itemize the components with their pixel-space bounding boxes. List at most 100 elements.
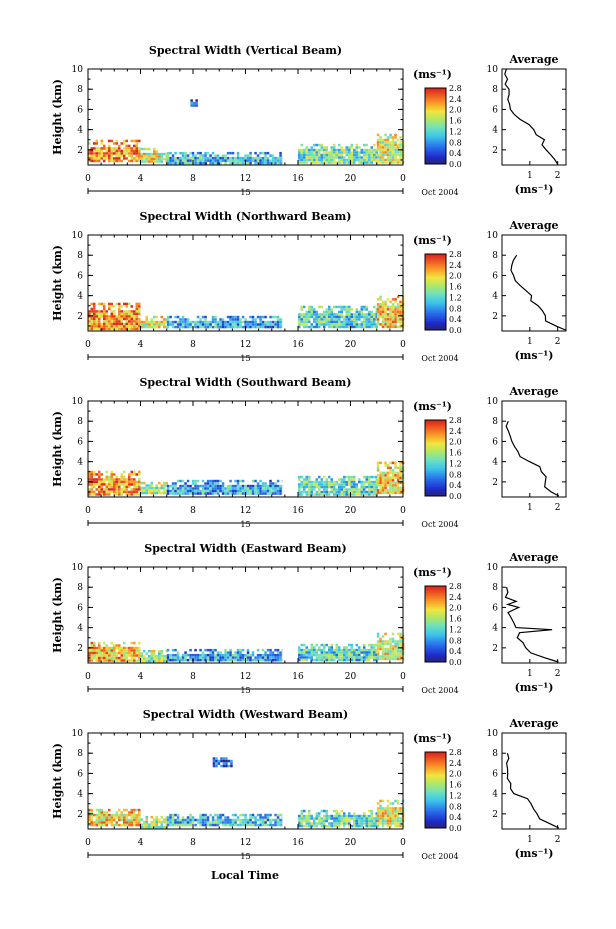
heatmap-cell: [150, 659, 153, 663]
heatmap-cell: [209, 658, 212, 662]
heatmap-cell: [358, 478, 361, 481]
heatmap-cell: [98, 147, 101, 150]
heatmap-cell: [376, 315, 380, 319]
heatmap-cell: [251, 651, 255, 654]
heatmap-cell: [264, 315, 267, 319]
colorbar-segment: [425, 625, 446, 628]
heatmap-cell: [375, 488, 378, 491]
heatmap-cell: [323, 325, 326, 329]
heatmap-cell: [160, 823, 163, 826]
colorbar-segment: [425, 769, 446, 772]
heatmap-cell: [370, 475, 373, 479]
heatmap-cell: [298, 658, 301, 662]
heatmap-cell: [120, 159, 123, 163]
heatmap-cell: [103, 152, 106, 155]
heatmap-cell: [153, 657, 156, 660]
heatmap-cell: [381, 486, 385, 490]
heatmap-cell: [133, 823, 136, 827]
heatmap-cell: [315, 153, 318, 157]
heatmap-cell: [236, 818, 240, 822]
heatmap-cell: [345, 318, 348, 321]
heatmap-cell: [320, 483, 323, 486]
heatmap-cell: [391, 652, 395, 656]
colorbar-segment: [425, 600, 446, 603]
heatmap-cell: [103, 157, 106, 160]
heatmap-cell: [276, 653, 280, 657]
heatmap-cell: [158, 657, 161, 660]
heatmap-cell: [384, 474, 387, 477]
heatmap-cell: [174, 823, 177, 827]
heatmap-cell: [160, 323, 163, 326]
heatmap-cell: [115, 317, 118, 321]
heatmap-cell: [153, 659, 156, 663]
heatmap-cell: [313, 488, 316, 491]
heatmap-cell: [211, 648, 215, 652]
heatmap-cell: [379, 489, 382, 492]
heatmap-cell: [216, 159, 220, 162]
heatmap-cell: [224, 818, 227, 822]
heatmap-cell: [375, 156, 378, 159]
heatmap-cell: [244, 320, 247, 324]
heatmap-cell: [323, 658, 326, 662]
heatmap-cell: [254, 151, 257, 155]
heatmap-cell: [145, 325, 148, 329]
heatmap-cell: [231, 156, 235, 160]
colorbar-segment: [425, 473, 446, 476]
heatmap-cell: [358, 156, 361, 159]
heatmap-cell: [130, 147, 133, 150]
heatmap-cell: [118, 818, 121, 822]
heatmap-cell: [370, 156, 373, 159]
heatmap-cell: [335, 323, 338, 326]
heatmap-cell: [320, 315, 323, 319]
heatmap-cell: [368, 493, 371, 496]
heatmap-cell: [399, 647, 402, 651]
heatmap-cell: [340, 809, 343, 813]
heatmap-cell: [113, 651, 116, 655]
heatmap-cell: [338, 822, 341, 825]
heatmap-cell: [363, 308, 366, 311]
heatmap-cell: [186, 318, 190, 321]
heatmap-cell: [261, 816, 265, 819]
heatmap-cell: [138, 159, 141, 163]
heatmap-cell: [105, 322, 108, 326]
heatmap-cell: [108, 490, 111, 494]
heatmap-cell: [110, 320, 113, 323]
heatmap-cell: [266, 156, 270, 160]
heatmap-cell: [386, 484, 390, 487]
heatmap-cell: [98, 490, 101, 494]
heatmap-cell: [155, 657, 158, 660]
heatmap-cell: [135, 480, 138, 484]
heatmap-cell: [355, 819, 358, 823]
heatmap-cell: [348, 325, 351, 329]
heatmap-cell: [348, 146, 351, 149]
x-tick-label: 16: [292, 506, 304, 516]
heatmap-cell: [350, 161, 353, 164]
heatmap-cell: [135, 315, 138, 318]
heatmap-cell: [169, 151, 172, 155]
heatmap-cell: [189, 813, 192, 817]
heatmap-cell: [335, 653, 338, 657]
heatmap-cell: [158, 323, 161, 326]
heatmap-cell: [216, 161, 220, 165]
heatmap-cell: [115, 152, 118, 155]
heatmap-cell: [239, 323, 242, 326]
heatmap-cell: [176, 479, 180, 483]
average-frame: [501, 68, 567, 166]
heatmap-cell: [313, 325, 316, 329]
colorbar-segment: [425, 135, 446, 138]
heatmap-cell: [93, 483, 96, 486]
heatmap-cell: [108, 139, 111, 143]
heatmap-cell: [236, 648, 240, 652]
heatmap-cell: [274, 821, 277, 824]
heatmap-cell: [221, 487, 225, 490]
heatmap-cell: [373, 320, 376, 324]
heatmap-cell: [214, 325, 217, 329]
heatmap-cell: [155, 150, 158, 153]
heatmap-cell: [165, 157, 168, 161]
heatmap-cell: [211, 159, 215, 162]
heatmap-cell: [353, 658, 356, 662]
heatmap-cell: [148, 323, 151, 326]
heatmap-cell: [394, 146, 397, 149]
heatmap-cell: [221, 482, 225, 485]
heatmap-cell: [211, 651, 215, 654]
